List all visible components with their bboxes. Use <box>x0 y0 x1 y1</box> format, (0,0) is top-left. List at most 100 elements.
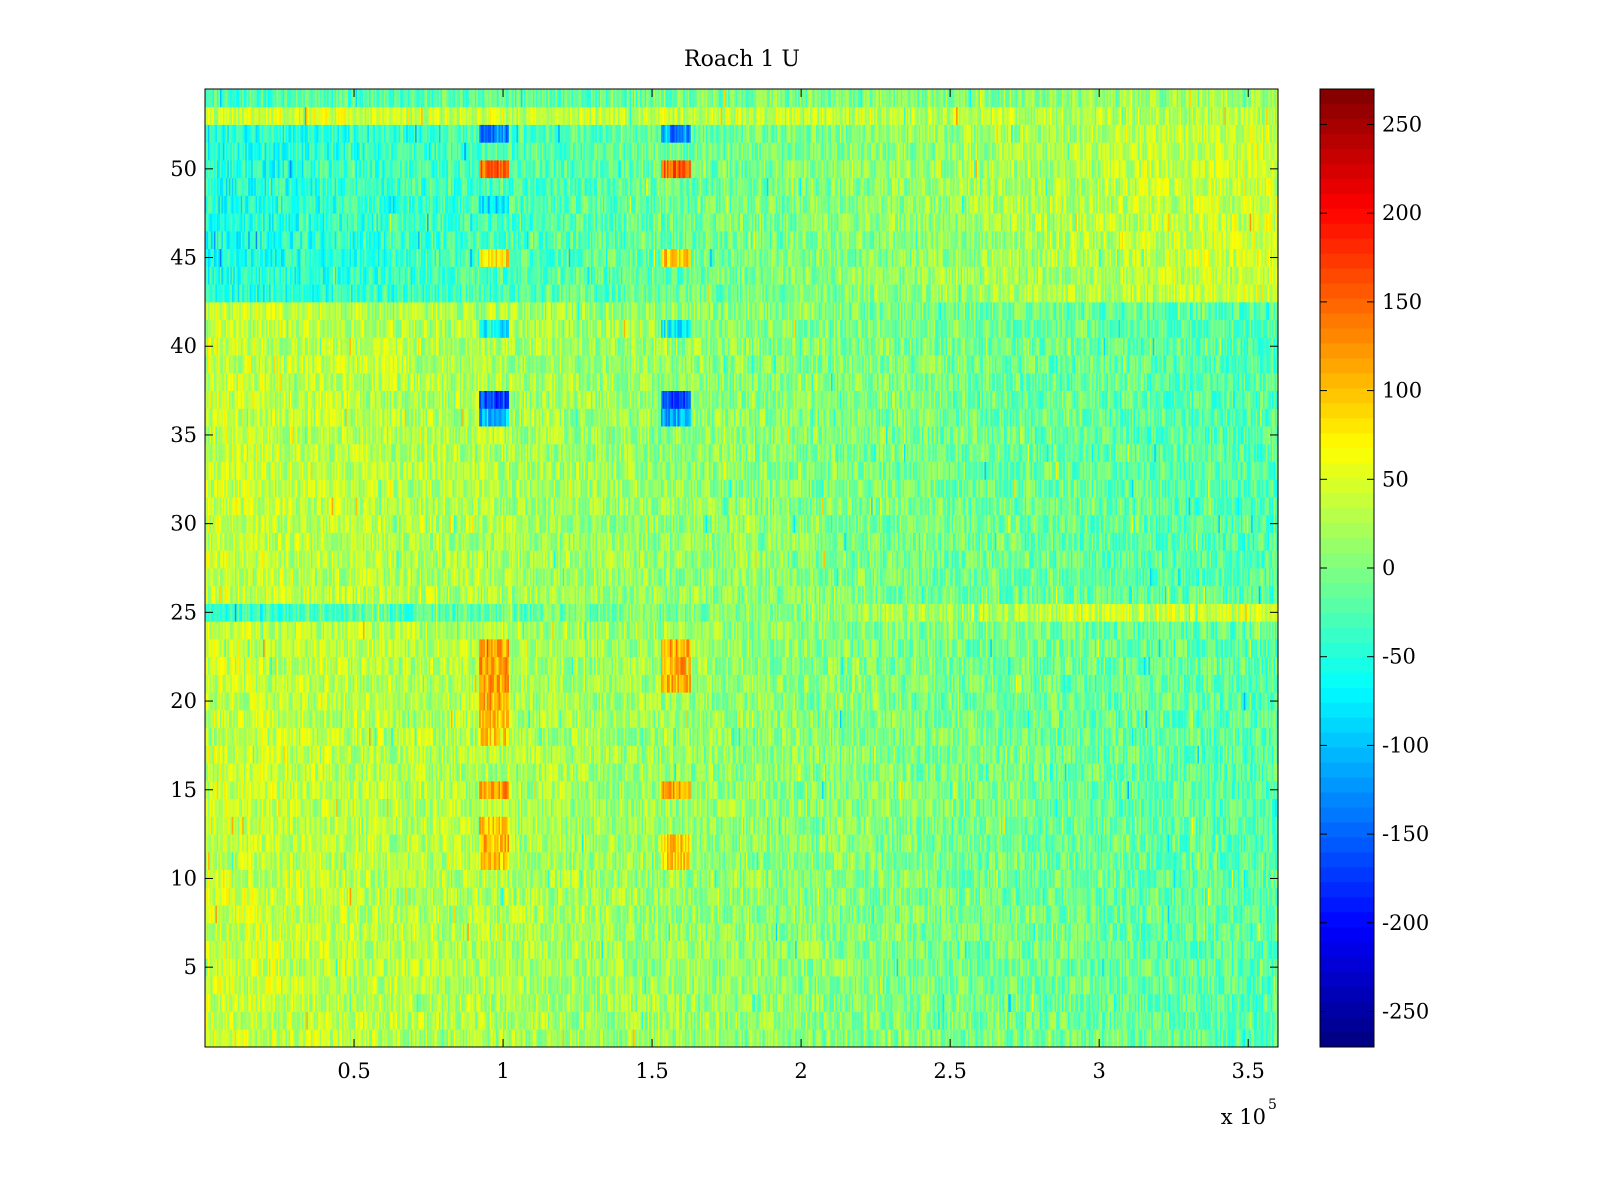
heatmap-cell <box>416 993 419 1012</box>
heatmap-cell <box>984 1011 987 1030</box>
heatmap-cell <box>407 1011 410 1030</box>
heatmap-cell <box>798 1011 801 1030</box>
heatmap-cell <box>397 1029 400 1048</box>
heatmap-cell <box>567 1029 570 1048</box>
heatmap-cell <box>781 1029 784 1048</box>
heatmap-cell <box>1164 993 1167 1012</box>
heatmap-cell <box>1236 1011 1239 1030</box>
heatmap-cell <box>348 993 351 1012</box>
heatmap-cell <box>677 1029 680 1048</box>
heatmap-cell <box>710 993 713 1012</box>
heatmap-cell <box>1204 1029 1208 1048</box>
heatmap-cell <box>281 976 284 995</box>
heatmap-cell <box>479 976 482 995</box>
heatmap-cell <box>239 993 242 1012</box>
heatmap-cell <box>976 993 980 1012</box>
heatmap-cell <box>734 1029 737 1048</box>
heatmap-cell <box>738 993 741 1012</box>
heatmap-cell <box>528 1011 531 1030</box>
heatmap-cell <box>476 1029 479 1048</box>
heatmap-cell <box>777 1011 780 1030</box>
heatmap-cell <box>468 976 471 995</box>
heatmap-cell <box>1061 993 1064 1012</box>
heatmap-cell <box>1181 1029 1184 1048</box>
heatmap-cell <box>221 976 224 995</box>
heatmap-cell <box>273 1029 276 1048</box>
heatmap-cell <box>1100 993 1103 1012</box>
heatmap-cell <box>619 993 622 1012</box>
heatmap-cell <box>1096 993 1099 1012</box>
heatmap-cell <box>467 1011 470 1030</box>
heatmap-cell <box>477 1011 480 1030</box>
heatmap-cell <box>297 1011 300 1030</box>
heatmap-cell <box>431 1029 434 1048</box>
heatmap-cell <box>1075 1029 1078 1048</box>
heatmap-cell <box>497 1029 500 1048</box>
heatmap-cell <box>361 1029 364 1048</box>
heatmap-cell <box>856 1011 859 1030</box>
heatmap-cell <box>790 993 793 1012</box>
heatmap-cell <box>377 976 380 995</box>
heatmap-cell <box>440 976 443 995</box>
heatmap-cell <box>750 993 753 1012</box>
heatmap-cell <box>905 1011 908 1030</box>
heatmap-cell <box>702 1011 705 1030</box>
heatmap-cell <box>1161 993 1164 1012</box>
heatmap-cell <box>489 1011 492 1030</box>
heatmap-cell <box>514 1011 518 1030</box>
heatmap-cell <box>571 993 574 1012</box>
heatmap-cell <box>1273 1011 1276 1030</box>
heatmap-cell <box>895 1029 898 1048</box>
heatmap-cell <box>1033 1011 1036 1030</box>
heatmap-cell <box>267 1029 270 1048</box>
heatmap-cell <box>233 976 236 995</box>
heatmap-cell <box>719 993 722 1012</box>
heatmap-cell <box>1267 993 1270 1012</box>
heatmap-cell <box>295 1011 298 1030</box>
heatmap-cell <box>950 993 953 1012</box>
heatmap-cell <box>868 993 871 1012</box>
heatmap-cell <box>1137 1029 1140 1048</box>
heatmap-cell <box>306 993 309 1012</box>
heatmap-cell <box>877 1011 880 1030</box>
heatmap-cell <box>303 993 306 1012</box>
heatmap-cell <box>686 1011 689 1030</box>
heatmap-cell <box>696 1029 699 1048</box>
heatmap-cell <box>267 993 270 1012</box>
heatmap-cell <box>216 976 220 995</box>
heatmap-cell <box>307 1029 310 1048</box>
heatmap-cell <box>707 1029 710 1048</box>
heatmap-cell <box>365 976 369 995</box>
heatmap-cell <box>477 993 480 1012</box>
heatmap-cell <box>932 993 935 1012</box>
heatmap-cell <box>462 976 465 995</box>
heatmap-cell <box>340 976 343 995</box>
heatmap-cell <box>1051 1011 1054 1030</box>
heatmap-cell <box>799 1029 802 1048</box>
heatmap-cell <box>744 993 747 1012</box>
heatmap-cell <box>841 1011 844 1030</box>
heatmap-cell <box>461 993 464 1012</box>
heatmap-cell <box>379 1011 382 1030</box>
heatmap-cell <box>1039 1011 1042 1030</box>
heatmap-cell <box>766 993 769 1012</box>
heatmap-cell <box>303 1029 306 1048</box>
heatmap-cell <box>872 1029 875 1048</box>
heatmap-cell <box>564 976 567 995</box>
heatmap-cell <box>337 1029 340 1048</box>
heatmap-cell <box>273 993 276 1012</box>
heatmap-cell <box>391 1029 394 1048</box>
heatmap-cell <box>573 976 576 995</box>
heatmap-cell <box>385 1029 388 1048</box>
heatmap-cell <box>1041 1011 1044 1030</box>
heatmap-cell <box>820 993 823 1012</box>
heatmap-cell <box>267 1011 270 1030</box>
heatmap-cell <box>953 1011 956 1030</box>
heatmap-cell <box>273 1011 276 1030</box>
heatmap-cell <box>243 976 246 995</box>
heatmap-cell <box>1005 1029 1008 1048</box>
heatmap-cell <box>1030 993 1033 1012</box>
heatmap-cell <box>1246 1029 1249 1048</box>
heatmap-cell <box>312 976 315 995</box>
heatmap-cell <box>510 993 513 1012</box>
